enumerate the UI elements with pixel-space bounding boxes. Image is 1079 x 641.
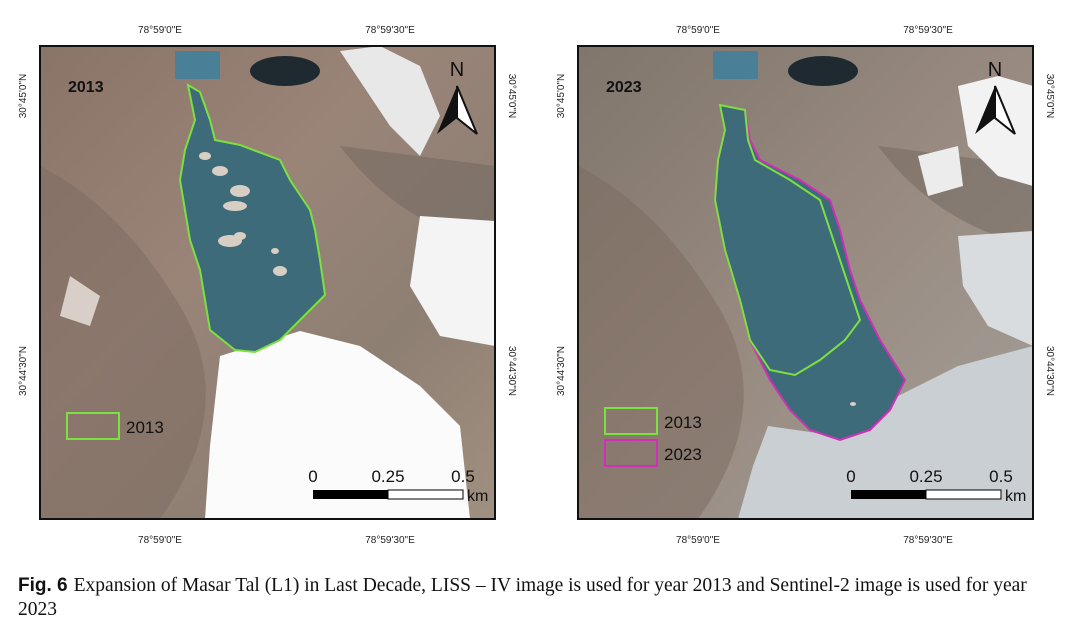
terrain-texture (578, 166, 744, 519)
scale-label: 0 (846, 467, 855, 486)
terrain-texture (40, 166, 206, 519)
lake-water (180, 85, 325, 352)
lat-label: 30°44'30"N (506, 346, 517, 396)
caption-text: Expansion of Masar Tal (L1) in Last Deca… (18, 575, 1027, 620)
year-label: 2013 (68, 79, 104, 96)
lat-label: 30°45'0"N (556, 74, 567, 119)
snow (60, 276, 100, 326)
lake-outline (713, 103, 862, 377)
legend-label: 2023 (664, 445, 702, 464)
scale-unit: km (1005, 488, 1026, 505)
north-label: N (450, 59, 464, 81)
map-frame (577, 45, 1034, 520)
lon-label: 78°59'0"E (676, 535, 720, 546)
snow (205, 331, 470, 519)
scale-unit: km (467, 488, 488, 505)
snow (340, 46, 440, 156)
lat-label: 30°44'30"N (556, 346, 567, 396)
scale-label: 0 (308, 467, 317, 486)
legend-swatch (66, 412, 120, 440)
scale-label: 0.5 (451, 467, 475, 486)
lat-label: 30°44'30"N (1044, 346, 1055, 396)
legend-swatch (604, 407, 658, 435)
scale-label: 0.25 (371, 467, 404, 486)
legend-swatch (604, 439, 658, 467)
lon-label: 78°59'30"E (903, 25, 953, 36)
map-panel: 2023 N 78°59'0"E 78°59'0"E 78°59'30"E 78°59'3… (556, 25, 1055, 546)
scale-bar (925, 489, 1002, 500)
lat-label: 30°45'0"N (1044, 74, 1055, 119)
lat-label: 30°45'0"N (18, 74, 29, 119)
ice-patch (273, 266, 287, 276)
map-panel: 2013 N 78°59'0"E 78°59'0"E 78°59'30"E 78°59'3… (18, 25, 517, 546)
map-frame (39, 45, 496, 520)
ice-patch (234, 232, 246, 240)
scale-label: 0.25 (909, 467, 942, 486)
ice-patch (199, 152, 211, 160)
lake-outline (178, 83, 327, 354)
dark-lake (788, 56, 858, 86)
year-label: 2023 (606, 79, 642, 96)
ice-patch (212, 166, 228, 176)
lon-label: 78°59'30"E (903, 535, 953, 546)
pond (713, 51, 758, 79)
north-label: N (988, 59, 1002, 81)
legend-label: 2013 (664, 413, 702, 432)
lon-label: 78°59'0"E (676, 25, 720, 36)
snow (958, 76, 1033, 186)
dark-lake (250, 56, 320, 86)
snow (738, 346, 1033, 519)
north-arrow (437, 86, 457, 134)
north-arrow (994, 85, 1016, 135)
ice-patch (230, 185, 250, 197)
caption-label: Fig. 6 (18, 575, 68, 596)
snow (918, 146, 963, 196)
ice-patch (223, 201, 247, 211)
snow (958, 231, 1033, 346)
pond (175, 51, 220, 79)
snow (410, 216, 495, 346)
lon-label: 78°59'30"E (365, 25, 415, 36)
lon-label: 78°59'0"E (138, 535, 182, 546)
lake-water (715, 105, 905, 440)
lon-label: 78°59'0"E (138, 25, 182, 36)
scale-bar (851, 490, 926, 499)
lon-label: 78°59'30"E (365, 535, 415, 546)
scale-label: 0.5 (989, 467, 1013, 486)
ice-patch (271, 248, 279, 254)
north-arrow (975, 86, 995, 134)
legend-label: 2013 (126, 418, 164, 437)
figure: 2013 N 78°59'0"E 78°59'0"E 78°59'30"E 78°59'3… (18, 25, 1055, 546)
scale-bar (313, 490, 388, 499)
ice-patch (850, 402, 856, 406)
north-arrow (456, 85, 478, 135)
lat-label: 30°45'0"N (506, 74, 517, 119)
lat-label: 30°44'30"N (18, 346, 29, 396)
caption: Fig. 6 Expansion of Masar Tal (L1) in Las… (18, 574, 1058, 622)
scale-bar (387, 489, 464, 500)
